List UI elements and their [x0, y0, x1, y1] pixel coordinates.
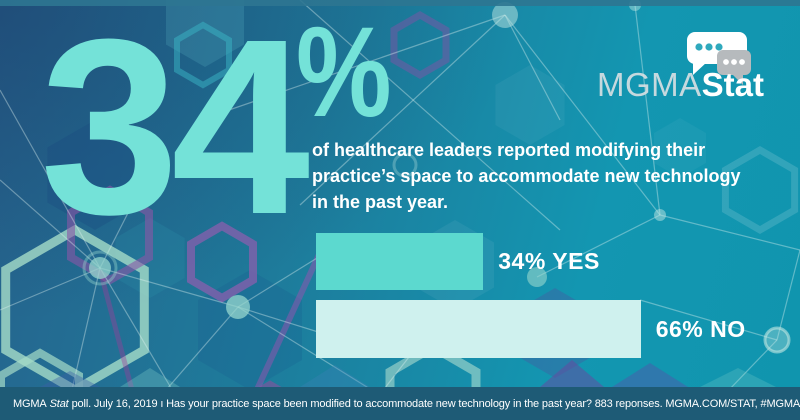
- no-bar-label: 66% NO: [655, 315, 746, 342]
- yes-bar: [316, 233, 484, 290]
- description-line-2: practice’s space to accommodate new tech…: [312, 166, 741, 186]
- footer-italic: Stat: [49, 397, 69, 410]
- chart-row-yes: 34% YES: [316, 233, 600, 290]
- logo-product: Stat: [701, 66, 765, 103]
- footer-rest: poll. July 16, 2019 ı Has your practice …: [71, 397, 800, 410]
- logo-text: MGMAStat: [597, 68, 764, 101]
- headline-percent-sign: %: [296, 1, 392, 144]
- footer-bar: MGMA Stat poll. July 16, 2019 ı Has your p…: [0, 387, 800, 420]
- speech-bubbles-icon: [687, 32, 751, 85]
- yes-bar-label: 34% YES: [498, 248, 600, 274]
- footer-prefix: MGMA: [13, 397, 47, 410]
- headline-description: of healthcare leaders reported modifying…: [312, 137, 740, 215]
- footer-text: MGMA Stat poll. July 16, 2019 ı Has your p…: [13, 398, 800, 410]
- description-line-1: of healthcare leaders reported modifying…: [312, 140, 706, 160]
- logo-brand: MGMA: [597, 66, 702, 103]
- mgma-stat-logo: MGMAStat: [585, 28, 785, 101]
- chart-row-no: 66% NO: [316, 300, 746, 358]
- headline-number: 34: [40, 0, 310, 266]
- top-accent-strip: [0, 0, 800, 6]
- description-line-3: in the past year.: [312, 192, 449, 212]
- no-bar: [316, 300, 641, 358]
